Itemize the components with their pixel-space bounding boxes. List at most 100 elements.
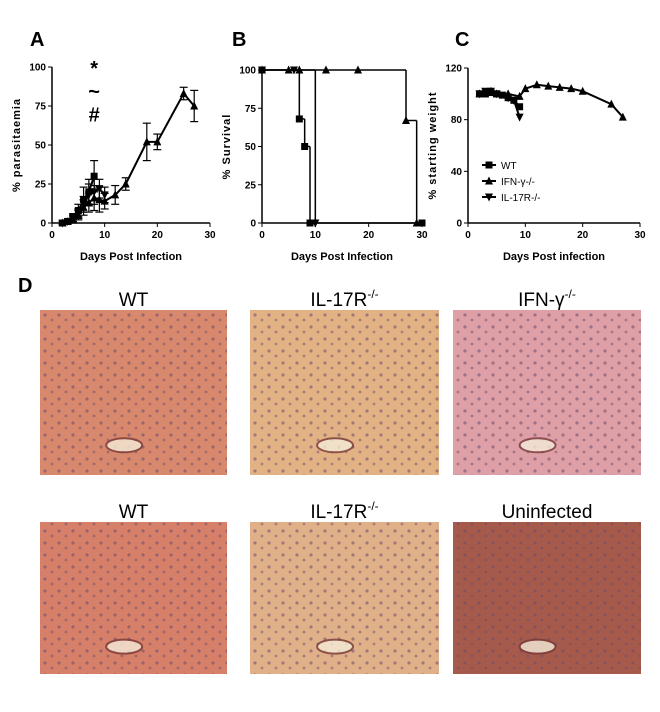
marker — [481, 87, 490, 96]
y-tick-label: 50 — [245, 142, 257, 153]
image-title-text: IL-17R — [310, 502, 367, 523]
marker — [100, 191, 109, 200]
x-tick-label: 0 — [259, 230, 265, 241]
marker — [555, 82, 564, 91]
x-axis-label: Days Post infection — [503, 251, 605, 263]
annotation: * — [90, 58, 98, 80]
y-axis-label: % Survival — [221, 114, 233, 180]
marker — [418, 219, 426, 227]
image-title: IL-17R-/- — [310, 499, 378, 523]
x-axis-label: Days Post Infection — [291, 251, 393, 263]
marker — [142, 137, 151, 146]
y-axis-label: % parasitaemia — [11, 98, 23, 192]
marker — [95, 195, 104, 204]
marker — [515, 91, 524, 100]
x-tick-label: 20 — [577, 230, 589, 241]
marker — [485, 176, 493, 185]
marker — [153, 137, 162, 146]
panel-label: B — [232, 29, 246, 51]
panel-label: A — [30, 29, 44, 51]
vessel — [518, 638, 557, 655]
y-tick-label: 100 — [239, 66, 256, 77]
image-title: WT — [119, 290, 149, 311]
vessel — [105, 638, 144, 655]
vessel — [105, 437, 144, 454]
marker — [516, 103, 524, 111]
image-title-superscript: -/- — [367, 499, 378, 513]
y-tick-label: 75 — [245, 104, 257, 115]
x-tick-label: 10 — [99, 230, 111, 241]
marker — [504, 94, 513, 103]
x-tick-label: 20 — [152, 230, 164, 241]
image-title-superscript: -/- — [367, 287, 378, 301]
legend-label: IFN-γ-/- — [501, 177, 535, 188]
marker — [295, 115, 303, 123]
y-tick-label: 25 — [245, 180, 257, 191]
marker — [354, 65, 362, 74]
series-line — [479, 83, 624, 118]
x-tick-label: 0 — [465, 230, 471, 241]
y-tick-label: 50 — [35, 141, 47, 152]
marker — [544, 81, 553, 90]
marker — [515, 113, 524, 122]
marker — [485, 193, 493, 202]
marker — [578, 86, 587, 95]
x-tick-label: 10 — [520, 230, 532, 241]
vessel — [316, 437, 355, 454]
image-title-text: WT — [119, 290, 149, 311]
marker — [567, 84, 576, 93]
marker — [485, 161, 493, 169]
image-title-text: Uninfected — [502, 502, 593, 523]
y-tick-label: 120 — [445, 64, 462, 75]
image-title: IL-17R-/- — [310, 287, 378, 311]
image-title-text: WT — [119, 502, 149, 523]
x-axis-label: Days Post Infection — [80, 251, 182, 263]
marker — [121, 179, 130, 188]
marker — [190, 101, 199, 110]
y-tick-label: 0 — [250, 219, 256, 230]
marker — [58, 219, 67, 228]
legend-label: WT — [501, 161, 517, 172]
x-tick-label: 10 — [310, 230, 322, 241]
annotation: # — [89, 105, 100, 127]
x-tick-label: 30 — [634, 230, 646, 241]
y-axis-label: % starting weight — [427, 91, 439, 199]
y-tick-label: 100 — [29, 63, 46, 74]
panel-label: D — [18, 275, 32, 297]
x-tick-label: 30 — [416, 230, 428, 241]
image-title: Uninfected — [502, 502, 593, 523]
image-title: WT — [119, 502, 149, 523]
vessel — [316, 638, 355, 655]
marker — [486, 87, 495, 96]
marker — [402, 115, 410, 124]
x-tick-label: 30 — [204, 230, 216, 241]
x-tick-label: 0 — [49, 230, 55, 241]
marker — [301, 143, 309, 150]
marker — [258, 65, 266, 74]
vessel — [518, 437, 557, 454]
annotation: ~ — [88, 81, 100, 103]
marker — [475, 90, 484, 99]
marker — [306, 219, 314, 227]
marker — [284, 65, 293, 74]
y-tick-label: 40 — [451, 167, 463, 178]
marker — [521, 84, 530, 93]
image-title-text: IL-17R — [310, 290, 367, 311]
marker — [509, 96, 518, 105]
panel-label: C — [455, 29, 469, 51]
marker — [63, 217, 72, 226]
y-tick-label: 80 — [451, 115, 463, 126]
marker — [179, 89, 188, 98]
marker — [618, 112, 627, 121]
y-tick-label: 25 — [35, 180, 47, 191]
image-title-text: IFN-γ — [518, 290, 565, 311]
marker — [607, 99, 616, 108]
y-tick-label: 75 — [35, 102, 47, 113]
legend-label: IL-17R-/- — [501, 193, 540, 204]
marker — [90, 172, 98, 180]
image-title-superscript: -/- — [565, 287, 576, 301]
marker — [311, 219, 320, 228]
marker — [492, 90, 501, 99]
y-tick-label: 0 — [456, 219, 462, 230]
